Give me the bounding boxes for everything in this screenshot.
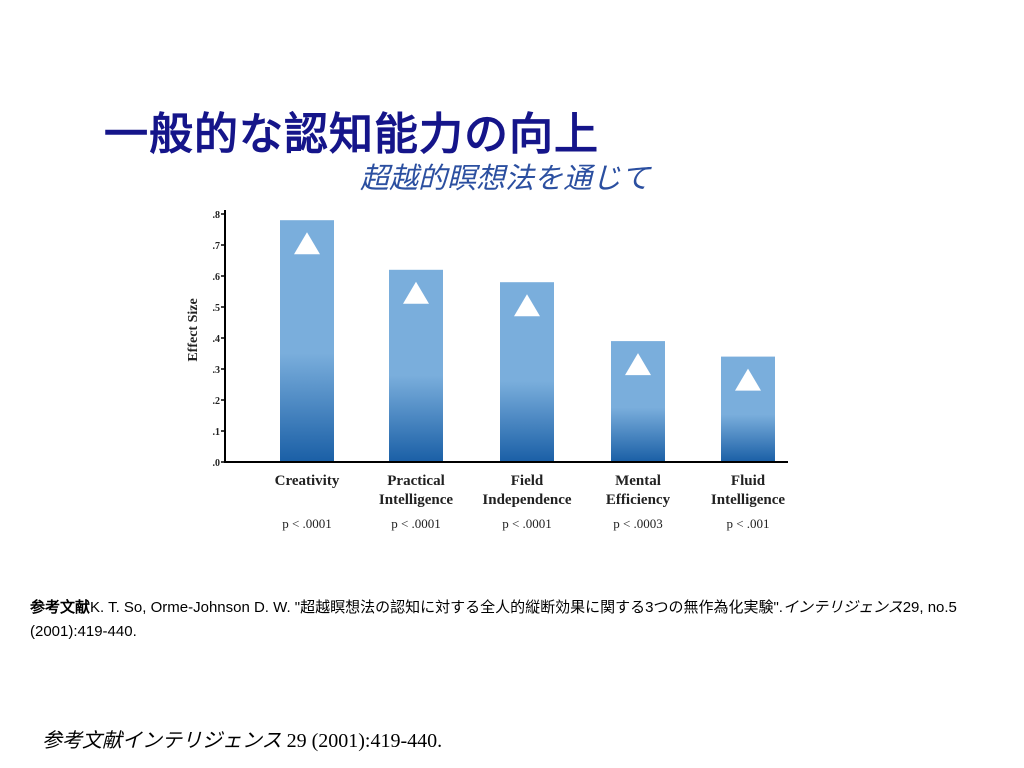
y-axis-label: Effect Size	[186, 298, 201, 361]
reference-label: 参考文献	[30, 599, 91, 616]
x-tick-label: Intelligence	[379, 492, 453, 508]
bar	[280, 220, 334, 462]
x-tick-label: Efficiency	[606, 492, 671, 508]
y-tick-label: .0	[213, 458, 221, 469]
p-value-label: p < .001	[726, 516, 769, 531]
effect-size-bar-chart: Creativity p < .0001 Practical Intelligence…	[186, 210, 788, 531]
p-value-label: p < .0001	[282, 516, 332, 531]
p-value-label: p < .0001	[391, 516, 441, 531]
x-tick-label: Intelligence	[711, 492, 785, 508]
footer-citation: 参考文献インテリジェンス 29 (2001):419-440.	[42, 724, 442, 753]
slide-subtitle: 超越的瞑想法を通じて	[360, 161, 651, 195]
triangle-marker	[735, 368, 761, 391]
y-tick-label: .2	[213, 396, 221, 407]
footer-label: 参考文献	[42, 730, 122, 752]
triangle-marker	[514, 294, 540, 317]
triangle-marker	[294, 232, 320, 255]
x-tick-label: Field	[511, 473, 544, 489]
x-tick-label: Mental	[615, 473, 661, 489]
y-tick-label: .7	[213, 241, 221, 252]
p-value-label: p < .0001	[502, 516, 552, 531]
footer-details: 29 (2001):419-440.	[286, 730, 443, 752]
y-tick-label: .4	[213, 334, 221, 345]
reference-citation: 参考文献K. T. So, Orme-Johnson D. W. "超越瞑想法の…	[30, 596, 1010, 644]
footer-journal: インテリジェンス	[122, 730, 282, 752]
y-tick-label: .1	[213, 427, 221, 438]
y-tick-label: .6	[213, 272, 221, 283]
slide-title: 一般的な認知能力の向上	[104, 109, 599, 160]
p-value-label: p < .0003	[613, 516, 663, 531]
reference-journal: インテリジェンス	[782, 599, 903, 616]
reference-details: 29, no.5 (2001):419-440.	[30, 599, 957, 640]
x-tick-label: Fluid	[731, 473, 766, 489]
triangle-marker	[403, 281, 429, 304]
y-tick-label: .3	[213, 365, 221, 376]
x-tick-label: Practical	[387, 473, 444, 489]
y-tick-label: .5	[213, 303, 221, 314]
x-tick-label: Independence	[482, 492, 572, 508]
x-tick-label: Creativity	[275, 473, 340, 489]
triangle-marker	[625, 353, 651, 376]
y-tick-label: .8	[213, 210, 221, 221]
reference-text: K. T. So, Orme-Johnson D. W. "超越瞑想法の認知に対…	[90, 599, 783, 616]
